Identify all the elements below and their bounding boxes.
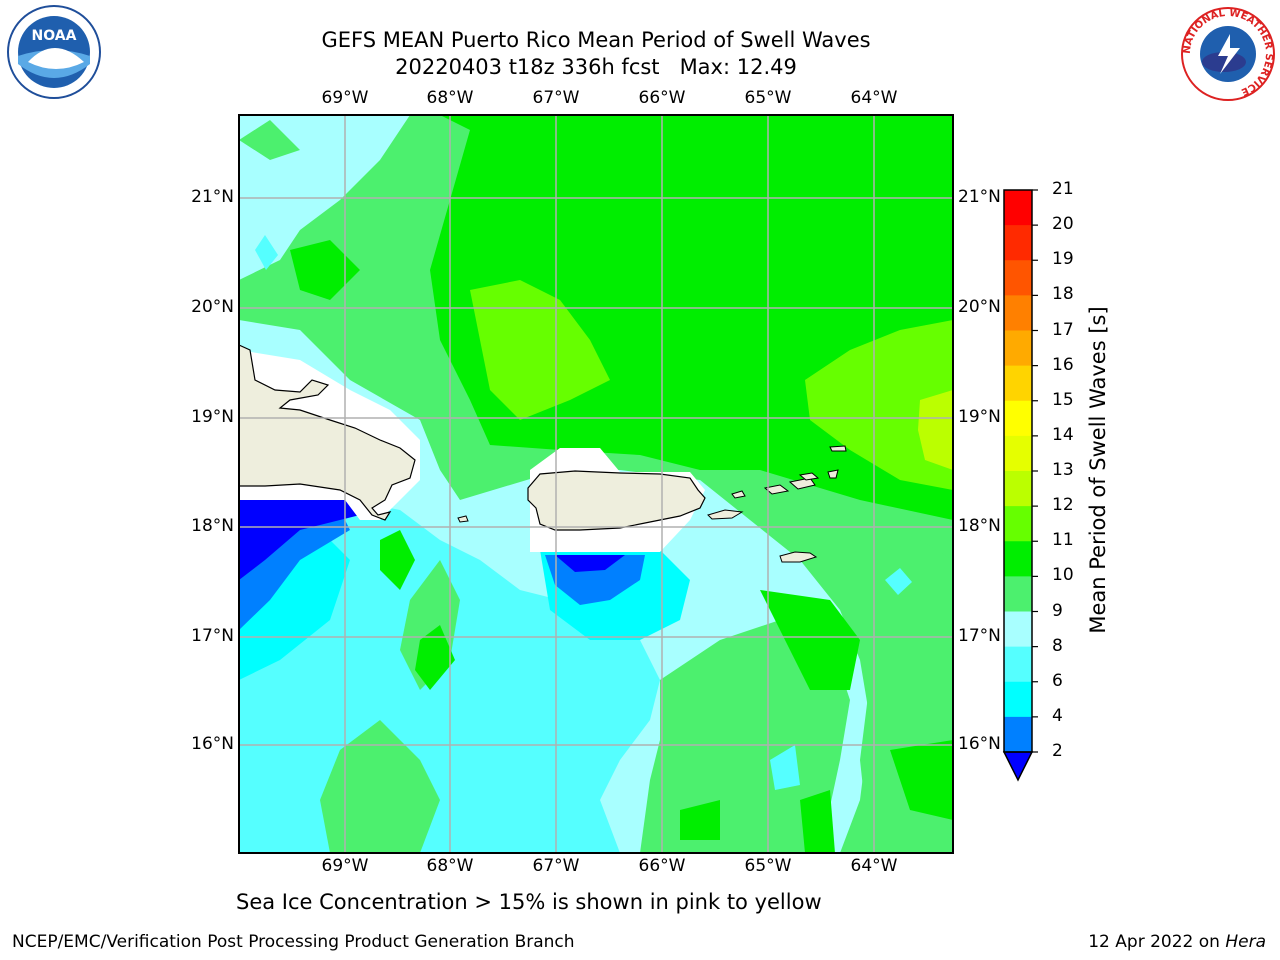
lon-label-top: 64°W [850, 88, 898, 108]
lat-label-left: 20°N [191, 297, 234, 317]
colorbar-tick-label: 16 [1052, 354, 1074, 375]
lon-label-bottom: 67°W [532, 856, 580, 876]
colorbar-segment [1004, 506, 1032, 542]
lon-label-top: 65°W [744, 88, 792, 108]
colorbar-segment [1004, 365, 1032, 402]
lat-label-right: 18°N [958, 516, 1001, 536]
lat-label-left: 18°N [191, 516, 234, 536]
lon-label-top: 67°W [532, 88, 580, 108]
colorbar-segment [1004, 260, 1032, 296]
colorbar-extend-triangle [1002, 751, 1034, 782]
lat-label-left: 21°N [191, 187, 234, 207]
sea-ice-caption: Sea Ice Concentration > 15% is shown in … [236, 890, 822, 914]
lon-label-top: 66°W [638, 88, 686, 108]
lat-label-right: 21°N [958, 187, 1001, 207]
colorbar-segment [1004, 435, 1032, 472]
colorbar-segment [1004, 225, 1032, 261]
footer-host: Hera [1225, 932, 1266, 952]
colorbar-tick-label: 12 [1052, 495, 1074, 516]
colorbar-segment [1004, 541, 1032, 577]
lat-label-right: 16°N [958, 734, 1001, 754]
colorbar-segment [1004, 471, 1032, 507]
lat-label-right: 19°N [958, 407, 1001, 427]
colorbar-tick-label: 15 [1052, 389, 1074, 410]
noaa-logo-text: NOAA [32, 28, 77, 44]
swell-period-field [239, 115, 953, 853]
lat-label-left: 17°N [191, 626, 234, 646]
lat-label-left: 19°N [191, 407, 234, 427]
lon-label-bottom: 66°W [638, 856, 686, 876]
colorbar [1002, 189, 1038, 782]
colorbar-segment [1004, 400, 1032, 437]
colorbar-tick-label: 2 [1052, 741, 1063, 761]
footer-date: 12 Apr 2022 on Hera [1088, 932, 1266, 952]
colorbar-tick-label: 11 [1052, 530, 1074, 551]
map-frame [238, 114, 954, 854]
colorbar-segment [1004, 576, 1032, 612]
colorbar-tick-label: 20 [1052, 214, 1074, 235]
colorbar-segment [1004, 646, 1032, 683]
graticule [239, 115, 953, 853]
colorbar-segment [1004, 330, 1032, 367]
lon-label-bottom: 64°W [850, 856, 898, 876]
lat-label-right: 20°N [958, 297, 1001, 317]
colorbar-segment [1004, 716, 1032, 753]
colorbar-segment [1004, 190, 1032, 226]
colorbar-tick-label: 14 [1052, 424, 1074, 445]
colorbar-tick-label: 13 [1052, 460, 1074, 480]
lon-label-bottom: 68°W [426, 856, 474, 876]
lon-label-top: 69°W [321, 88, 369, 108]
colorbar-segment [1004, 611, 1032, 648]
title-line1: GEFS MEAN Puerto Rico Mean Period of Swe… [321, 28, 871, 52]
colorbar-tick-label: 6 [1052, 670, 1063, 691]
colorbar-tick-label: 19 [1052, 249, 1074, 270]
lon-label-bottom: 65°W [744, 856, 792, 876]
nws-logo: NATIONAL WEATHER SERVICE [1180, 6, 1276, 106]
colorbar-segment [1004, 295, 1032, 331]
noaa-logo: NOAA [6, 4, 102, 104]
colorbar-tick-label: 8 [1052, 635, 1063, 656]
colorbar-tick-label: 9 [1052, 600, 1063, 621]
lat-label-left: 16°N [191, 734, 234, 754]
colorbar-tick-label: 21 [1052, 179, 1074, 199]
colorbar-tick-label: 18 [1052, 284, 1074, 305]
lon-label-bottom: 69°W [321, 856, 369, 876]
colorbar-tick-label: 4 [1052, 705, 1063, 726]
lat-label-right: 17°N [958, 626, 1001, 646]
title-line2: 20220403 t18z 336h fcst Max: 12.49 [395, 55, 797, 79]
colorbar-tick-label: 10 [1052, 565, 1074, 586]
footer-date-text: 12 Apr 2022 on [1088, 932, 1226, 952]
footer-branch: NCEP/EMC/Verification Post Processing Pr… [12, 932, 575, 952]
colorbar-segment [1004, 681, 1032, 718]
colorbar-tick-label: 17 [1052, 319, 1074, 340]
lon-label-top: 68°W [426, 88, 474, 108]
